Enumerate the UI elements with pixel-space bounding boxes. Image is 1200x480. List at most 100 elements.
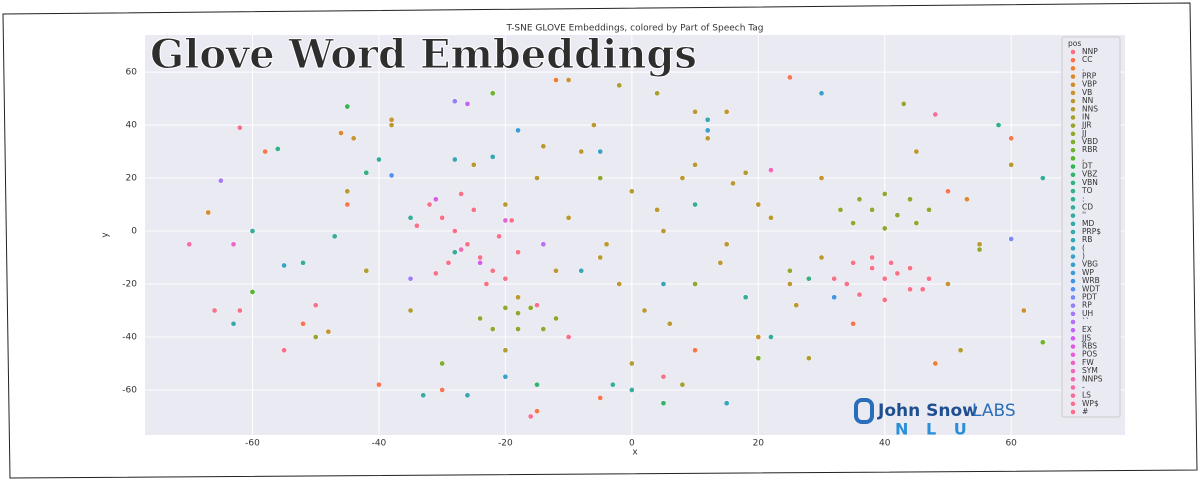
point <box>894 212 901 218</box>
point <box>881 225 888 232</box>
legend-label: RP <box>1082 301 1092 310</box>
point <box>445 259 452 266</box>
point <box>470 206 477 213</box>
legend-label: JJ <box>1081 129 1086 138</box>
y-tick-label: 20 <box>126 174 138 184</box>
y-tick-label: 0 <box>131 227 137 237</box>
legend-label: PRP <box>1082 72 1097 81</box>
point <box>331 233 338 240</box>
point <box>831 294 838 301</box>
point <box>407 275 414 282</box>
point <box>451 249 458 256</box>
point <box>768 214 774 221</box>
point <box>477 315 483 322</box>
legend-label: TO <box>1081 186 1093 195</box>
point <box>894 270 901 277</box>
legend-label: NNPS <box>1082 374 1103 383</box>
point <box>628 387 635 393</box>
x-tick-label: 20 <box>753 439 765 449</box>
point <box>869 254 875 261</box>
legend-marker <box>1070 261 1076 268</box>
point <box>616 281 623 287</box>
point <box>900 101 907 107</box>
legend-label: FW <box>1082 358 1094 367</box>
point <box>856 291 863 298</box>
legend-marker <box>1070 188 1076 194</box>
legend-marker <box>1070 229 1076 235</box>
legend-marker <box>1070 302 1076 309</box>
legend-marker <box>1070 106 1076 113</box>
point <box>432 270 439 277</box>
legend-label: RBR <box>1082 145 1098 154</box>
legend-marker <box>1070 49 1076 55</box>
legend-marker <box>1070 155 1076 162</box>
legend-label: # <box>1082 407 1088 416</box>
point <box>692 108 698 115</box>
point <box>534 408 540 415</box>
legend-label: VBN <box>1082 178 1098 187</box>
point <box>388 116 395 123</box>
point <box>236 124 243 131</box>
point <box>489 267 496 274</box>
point <box>236 307 243 314</box>
legend-marker <box>1070 171 1076 178</box>
legend-marker <box>1070 376 1076 383</box>
legend-marker <box>1070 278 1076 284</box>
point <box>432 196 439 203</box>
point <box>262 148 268 155</box>
logo: John Snow LABS N L U <box>854 398 1016 439</box>
point <box>376 156 382 163</box>
point <box>850 320 856 327</box>
legend-label: RB <box>1082 235 1092 244</box>
chart-title: T-SNE GLOVE Embeddings, colored by Part … <box>505 24 763 34</box>
legend-marker <box>1070 196 1076 203</box>
point <box>591 122 597 128</box>
point <box>515 310 521 316</box>
point <box>913 220 920 226</box>
point <box>502 201 509 208</box>
legend-marker <box>1070 65 1076 72</box>
point <box>654 90 660 97</box>
point <box>679 175 686 181</box>
y-tick-label: -60 <box>122 385 137 395</box>
legend-marker <box>1070 327 1076 334</box>
legend-marker <box>1070 319 1076 325</box>
point <box>281 347 287 354</box>
point <box>414 222 420 229</box>
legend-label: PRP$ <box>1082 227 1101 236</box>
point <box>464 392 471 399</box>
legend-label: PDT <box>1082 292 1097 301</box>
point <box>787 267 793 274</box>
point <box>1008 161 1015 168</box>
point <box>502 275 509 282</box>
point <box>976 241 983 248</box>
point <box>464 241 471 248</box>
point <box>527 413 534 420</box>
point <box>692 347 698 354</box>
point <box>502 304 509 311</box>
legend-label: , <box>1082 153 1084 162</box>
legend-marker <box>1070 253 1076 260</box>
point <box>578 148 585 155</box>
plot-area <box>145 35 1125 435</box>
legend-marker <box>1070 310 1076 317</box>
legend-marker <box>1070 392 1076 399</box>
point <box>742 294 749 301</box>
legend-label: UH <box>1082 309 1093 318</box>
point <box>818 90 825 97</box>
point <box>477 259 483 266</box>
point <box>483 281 490 287</box>
legend-marker <box>1070 57 1076 64</box>
legend-label: `` <box>1082 317 1090 326</box>
point <box>376 381 382 388</box>
legend-marker <box>1070 351 1076 358</box>
point <box>717 259 724 266</box>
point <box>597 395 604 401</box>
point <box>806 275 812 282</box>
point <box>338 130 344 136</box>
point <box>742 169 749 176</box>
point <box>565 214 572 221</box>
point <box>995 122 1002 128</box>
point <box>363 169 370 176</box>
point <box>610 381 616 388</box>
